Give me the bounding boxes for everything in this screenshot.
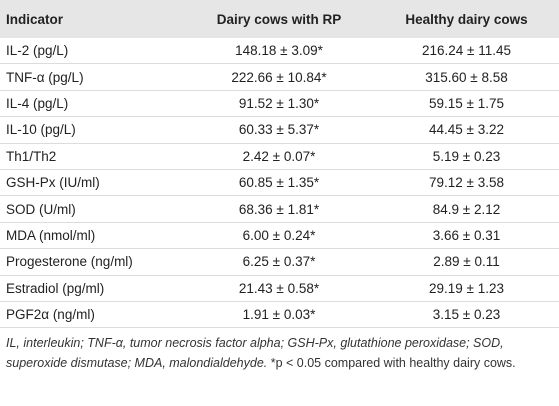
value-cell: 44.45 ± 3.22 bbox=[374, 116, 559, 144]
table-row: IL-10 (pg/L) 60.33 ± 5.37* 44.45 ± 3.22 bbox=[0, 116, 559, 144]
header-row: Indicator Dairy cows with RP Healthy dairy… bbox=[0, 0, 559, 38]
footnote-abbreviations: IL, interleukin; TNF-α, tumor necrosis f… bbox=[6, 336, 504, 370]
column-header: Indicator bbox=[6, 11, 64, 27]
value-cell: 6.00 ± 0.24* bbox=[184, 222, 374, 250]
table-row: PGF2α (ng/ml) 1.91 ± 0.03* 3.15 ± 0.23 bbox=[0, 301, 559, 329]
value-cell: 315.60 ± 8.58 bbox=[374, 63, 559, 91]
value-cell: 84.9 ± 2.12 bbox=[374, 195, 559, 223]
value-cell: 79.12 ± 3.58 bbox=[374, 169, 559, 197]
footnote-significance: *p < 0.05 compared with healthy dairy co… bbox=[270, 356, 516, 370]
value-cell: 2.89 ± 0.11 bbox=[374, 248, 559, 276]
column-header: Healthy dairy cows bbox=[405, 11, 528, 27]
table-row: IL-4 (pg/L) 91.52 ± 1.30* 59.15 ± 1.75 bbox=[0, 90, 559, 118]
value-cell: 60.85 ± 1.35* bbox=[184, 169, 374, 197]
footnote: IL, interleukin; TNF-α, tumor necrosis f… bbox=[6, 333, 554, 373]
indicator-cell: PGF2α (ng/ml) bbox=[0, 301, 184, 329]
value-cell: 29.19 ± 1.23 bbox=[374, 275, 559, 302]
indicator-cell: Th1/Th2 bbox=[0, 143, 184, 170]
value-cell: 91.52 ± 1.30* bbox=[184, 90, 374, 118]
indicator-cell: IL-2 (pg/L) bbox=[0, 38, 184, 65]
value-cell: 60.33 ± 5.37* bbox=[184, 116, 374, 144]
table-row: SOD (U/ml) 68.36 ± 1.81* 84.9 ± 2.12 bbox=[0, 195, 559, 223]
indicator-cell: SOD (U/ml) bbox=[0, 195, 184, 223]
data-table: Indicator Dairy cows with RP Healthy dairy… bbox=[0, 0, 559, 329]
value-cell: 1.91 ± 0.03* bbox=[184, 301, 374, 329]
table-row: IL-2 (pg/L) 148.18 ± 3.09* 216.24 ± 11.45 bbox=[0, 38, 559, 65]
indicator-cell: Progesterone (ng/ml) bbox=[0, 248, 184, 276]
value-cell: 21.43 ± 0.58* bbox=[184, 275, 374, 302]
value-cell: 68.36 ± 1.81* bbox=[184, 195, 374, 223]
table-row: Progesterone (ng/ml) 6.25 ± 0.37* 2.89 ± 0… bbox=[0, 248, 559, 276]
value-cell: 3.15 ± 0.23 bbox=[374, 301, 559, 329]
indicator-cell: TNF-α (pg/L) bbox=[0, 63, 184, 91]
table-row: Estradiol (pg/ml) 21.43 ± 0.58* 29.19 ± 1.… bbox=[0, 275, 559, 302]
indicator-cell: Estradiol (pg/ml) bbox=[0, 275, 184, 302]
value-cell: 216.24 ± 11.45 bbox=[374, 38, 559, 65]
value-cell: 222.66 ± 10.84* bbox=[184, 63, 374, 91]
table-row: TNF-α (pg/L) 222.66 ± 10.84* 315.60 ± 8.58 bbox=[0, 63, 559, 91]
value-cell: 148.18 ± 3.09* bbox=[184, 38, 374, 65]
table-row: MDA (nmol/ml) 6.00 ± 0.24* 3.66 ± 0.31 bbox=[0, 222, 559, 250]
table-row: Th1/Th2 2.42 ± 0.07* 5.19 ± 0.23 bbox=[0, 143, 559, 170]
indicator-cell: GSH-Px (IU/ml) bbox=[0, 169, 184, 197]
value-cell: 2.42 ± 0.07* bbox=[184, 143, 374, 170]
value-cell: 6.25 ± 0.37* bbox=[184, 248, 374, 276]
table-row: GSH-Px (IU/ml) 60.85 ± 1.35* 79.12 ± 3.58 bbox=[0, 169, 559, 197]
column-header: Dairy cows with RP bbox=[216, 11, 342, 27]
indicator-cell: IL-10 (pg/L) bbox=[0, 116, 184, 144]
indicator-cell: IL-4 (pg/L) bbox=[0, 90, 184, 118]
table-body: IL-2 (pg/L) 148.18 ± 3.09* 216.24 ± 11.45 T… bbox=[0, 38, 559, 329]
value-cell: 3.66 ± 0.31 bbox=[374, 222, 559, 250]
indicator-cell: MDA (nmol/ml) bbox=[0, 222, 184, 250]
value-cell: 59.15 ± 1.75 bbox=[374, 90, 559, 118]
value-cell: 5.19 ± 0.23 bbox=[374, 143, 559, 170]
